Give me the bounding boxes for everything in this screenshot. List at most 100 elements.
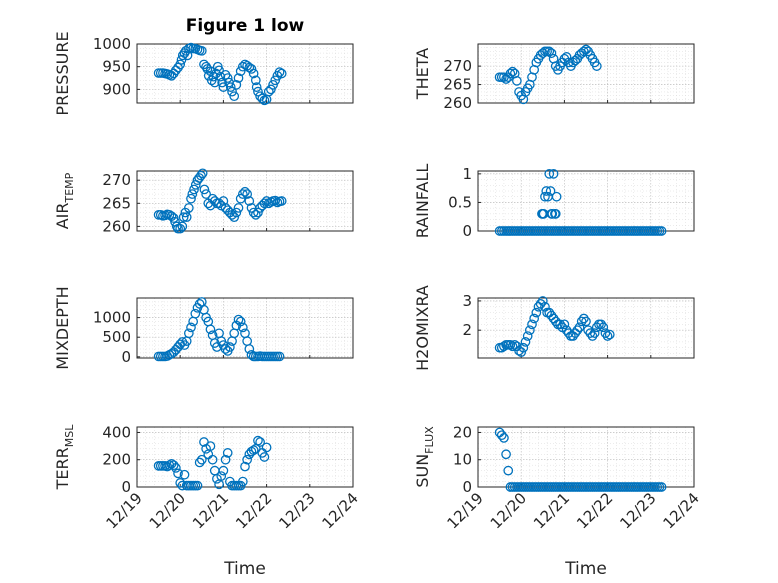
data-point (248, 68, 259, 79)
x-axis-label: Time (564, 559, 607, 579)
data-point (218, 196, 229, 206)
y-tick-label: 265 (102, 194, 131, 212)
y-tick-label: 1000 (93, 309, 131, 327)
data-point (522, 331, 533, 341)
data-point (255, 437, 265, 447)
data-point (253, 207, 263, 218)
data-point (551, 191, 562, 202)
data-point (257, 93, 268, 104)
axes-border (477, 43, 695, 104)
x-tick-label: 12/24 (319, 489, 362, 532)
data-point (524, 325, 535, 336)
data-point (253, 435, 263, 446)
data-point (237, 322, 248, 333)
data-point (270, 195, 281, 206)
data-point (225, 82, 236, 92)
data-point (199, 184, 210, 195)
data-point (602, 331, 613, 341)
x-tick-label: 12/22 (232, 489, 275, 532)
y-tick-label: 0 (121, 348, 131, 366)
data-point (589, 328, 600, 338)
data-point (587, 331, 598, 341)
axes-frame (477, 170, 695, 232)
data-point (178, 212, 189, 223)
data-point (531, 307, 542, 318)
figure-title: Figure 1 low (186, 16, 305, 36)
y-tick-label: 0 (462, 222, 472, 240)
data-point (240, 186, 250, 197)
panel-h2omixra: 2 3 H2OMIXRA (413, 285, 695, 371)
y-tick-label: 900 (102, 80, 131, 98)
panels: 9009501000PRESSURE260265270AIRTEMP050010… (53, 31, 703, 579)
data-point (505, 339, 516, 350)
data-point (222, 448, 233, 458)
data-point (201, 189, 211, 199)
data-point (237, 61, 248, 72)
y-tick-label: 400 (102, 423, 131, 441)
data-point (205, 441, 216, 451)
y-tick-label: 2 (462, 321, 472, 339)
data-point (208, 71, 219, 82)
y-tick-label: 3 (462, 292, 472, 310)
data-point (183, 328, 194, 339)
data-point (505, 68, 516, 79)
data-point (240, 461, 250, 472)
y-axis-label: RAINFALL (413, 164, 432, 239)
y-tick-label: 950 (102, 58, 131, 76)
data-point (656, 482, 667, 492)
data-point (547, 209, 558, 219)
data-point (261, 442, 272, 453)
data-point (596, 319, 606, 330)
data-point (244, 196, 255, 206)
y-tick-label: 10 (453, 451, 472, 469)
data-point (550, 209, 561, 219)
axes-border (136, 43, 354, 104)
data-point (259, 452, 270, 462)
data-point (248, 445, 259, 456)
y-axis-label: TERRMSL (53, 424, 76, 491)
data-point (231, 79, 242, 90)
y-axis-label: AIRTEMP (53, 172, 76, 229)
data-point (175, 478, 186, 488)
data-point (503, 465, 514, 476)
data-point (183, 203, 194, 213)
y-tick-label: 260 (102, 217, 131, 235)
data-point (225, 342, 235, 352)
data-point (242, 454, 253, 465)
y-tick-label: 270 (443, 57, 472, 75)
data-point (578, 313, 589, 324)
x-tick-label: 12/21 (530, 489, 573, 532)
data-point (196, 454, 207, 465)
data-point (173, 468, 183, 479)
y-tick-label: 0 (121, 478, 131, 496)
panel-pressure: 900 950 1000 PRESSURE (53, 31, 354, 116)
data-point (229, 91, 240, 102)
data-point (544, 169, 555, 179)
x-tick-label: 12/23 (616, 489, 659, 532)
data-point (215, 71, 226, 82)
data-point (545, 186, 556, 196)
data-point (276, 68, 287, 79)
data-point (253, 86, 263, 97)
y-tick-label: 200 (102, 451, 131, 469)
data-point (227, 86, 237, 97)
y-tick-label: 500 (102, 328, 131, 346)
data-point (218, 465, 229, 476)
data-point (235, 66, 246, 77)
y-tick-label: 1000 (93, 35, 131, 53)
data-point (177, 221, 188, 232)
data-point (186, 322, 196, 333)
y-tick-label: 0 (462, 478, 472, 496)
data-point (572, 325, 583, 336)
data-point (190, 308, 201, 319)
data-point (175, 223, 186, 234)
y-tick-label: 265 (443, 76, 472, 94)
data-point (585, 328, 596, 338)
data-point (233, 203, 244, 213)
data-point (546, 48, 557, 59)
y-tick-label: 20 (453, 423, 472, 441)
x-tick-label: 12/20 (487, 489, 530, 532)
